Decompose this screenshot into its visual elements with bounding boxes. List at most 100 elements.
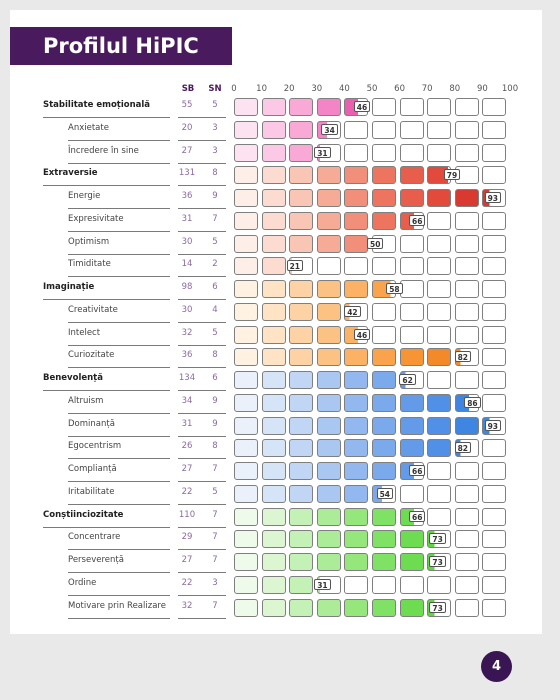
scale-cell — [344, 462, 369, 480]
score-marker: 62 — [399, 374, 416, 385]
row-underline-scores — [178, 344, 226, 346]
scale-cell — [261, 575, 286, 594]
scale-cell — [372, 393, 396, 412]
scale-cell — [454, 189, 479, 207]
scale-cell — [399, 416, 424, 435]
facet-label: Complianță — [68, 464, 117, 474]
scale-cell — [482, 439, 507, 458]
scale-cell — [289, 189, 314, 207]
scale-cell — [261, 484, 286, 503]
sn-score: 8 — [212, 350, 218, 361]
scale-cell — [261, 120, 286, 139]
column-header-sn: SN — [208, 84, 222, 94]
scale-tick-label: 60 — [394, 84, 405, 94]
scale-cell — [372, 416, 396, 435]
facet-row: Expresivitate 31 7 66 — [0, 210, 532, 233]
scale-cell — [399, 348, 424, 367]
scale-cell — [289, 348, 314, 367]
scale-cell — [234, 143, 258, 162]
scale-cell — [454, 257, 479, 276]
scale-cell — [427, 393, 452, 412]
scale-cell — [454, 484, 479, 503]
domain-row: Benevolență 134 6 62 — [0, 369, 532, 392]
scale-cell — [289, 439, 314, 458]
scale-cell — [344, 416, 369, 435]
scale-cell — [316, 462, 341, 480]
row-underline — [68, 344, 170, 346]
score-marker: 82 — [454, 351, 472, 363]
row-underline — [68, 230, 170, 232]
scale-cell — [234, 598, 258, 617]
scale-cell — [482, 143, 507, 162]
scale-tick-label: 20 — [283, 84, 295, 94]
scale-tick-label: 30 — [311, 84, 323, 94]
scale-cell — [289, 280, 314, 298]
facet-label: Curiozitate — [68, 350, 115, 361]
sb-score: 29 — [181, 532, 193, 543]
facet-row: Energie 36 9 93 — [0, 187, 532, 210]
scale-cell — [234, 484, 258, 503]
score-marker: 66 — [409, 465, 426, 476]
scale-cell — [372, 598, 396, 617]
scale-cell — [234, 280, 258, 298]
scale-cell — [372, 166, 396, 185]
sb-score: 55 — [181, 100, 193, 110]
facet-row: Intelect 32 5 46 — [0, 324, 532, 347]
domain-label: Stabilitate emoțională — [43, 100, 151, 110]
row-underline-scores — [178, 503, 226, 505]
domain-label: Benevolență — [43, 373, 103, 383]
sn-score: 9 — [212, 418, 218, 429]
scale-cell — [234, 507, 258, 526]
row-underline — [68, 458, 170, 460]
scale-cell — [234, 439, 258, 458]
scale-cell — [344, 371, 369, 389]
scale-cell — [234, 325, 258, 344]
sb-score: 22 — [181, 486, 193, 497]
facet-label: Concentrare — [68, 532, 121, 543]
score-marker: 31 — [314, 146, 331, 158]
row-underline — [43, 299, 170, 300]
scale-cell — [316, 553, 341, 571]
scale-cell — [482, 575, 507, 594]
scale-cell — [399, 120, 424, 139]
scale-cell — [261, 393, 286, 412]
row-underline — [68, 276, 170, 278]
row-underline-scores — [178, 253, 226, 255]
scale-cell — [344, 143, 369, 162]
scale-tick-label: 90 — [476, 84, 488, 94]
scale-cell — [344, 575, 369, 594]
scale-cell — [289, 211, 314, 230]
sb-score: 32 — [181, 600, 193, 611]
facet-label: Egocentrism — [68, 441, 122, 452]
scale-cell — [454, 211, 479, 230]
scale-cell — [454, 598, 479, 617]
score-marker: 86 — [464, 396, 481, 408]
row-underline-scores — [178, 435, 226, 437]
facet-label: Intelect — [68, 327, 101, 338]
facet-label: Expresivitate — [68, 213, 124, 224]
scale-cell — [316, 371, 341, 389]
scale-cell — [261, 166, 286, 185]
row-underline — [68, 367, 170, 369]
scale-cell — [316, 530, 341, 549]
scale-cell — [234, 302, 258, 321]
scale-cell — [399, 530, 424, 549]
domain-label: Imaginație — [43, 282, 95, 292]
scale-cell — [344, 280, 369, 298]
scale-cell — [482, 530, 507, 549]
scale-cell — [289, 166, 314, 185]
score-marker: 31 — [314, 578, 331, 590]
row-underline — [43, 526, 170, 528]
scale-cell — [482, 257, 507, 276]
scale-cell — [399, 325, 424, 344]
row-underline-scores — [178, 594, 226, 596]
scale-cell — [316, 211, 341, 230]
score-marker: 54 — [376, 487, 394, 499]
sn-score: 3 — [212, 122, 218, 133]
scale-cell — [261, 553, 286, 571]
page-number-badge: 4 — [481, 651, 512, 682]
row-underline-scores — [178, 572, 226, 573]
score-marker: 66 — [409, 214, 426, 226]
scale-tick-label: 70 — [421, 84, 433, 94]
sn-score: 3 — [212, 145, 218, 156]
